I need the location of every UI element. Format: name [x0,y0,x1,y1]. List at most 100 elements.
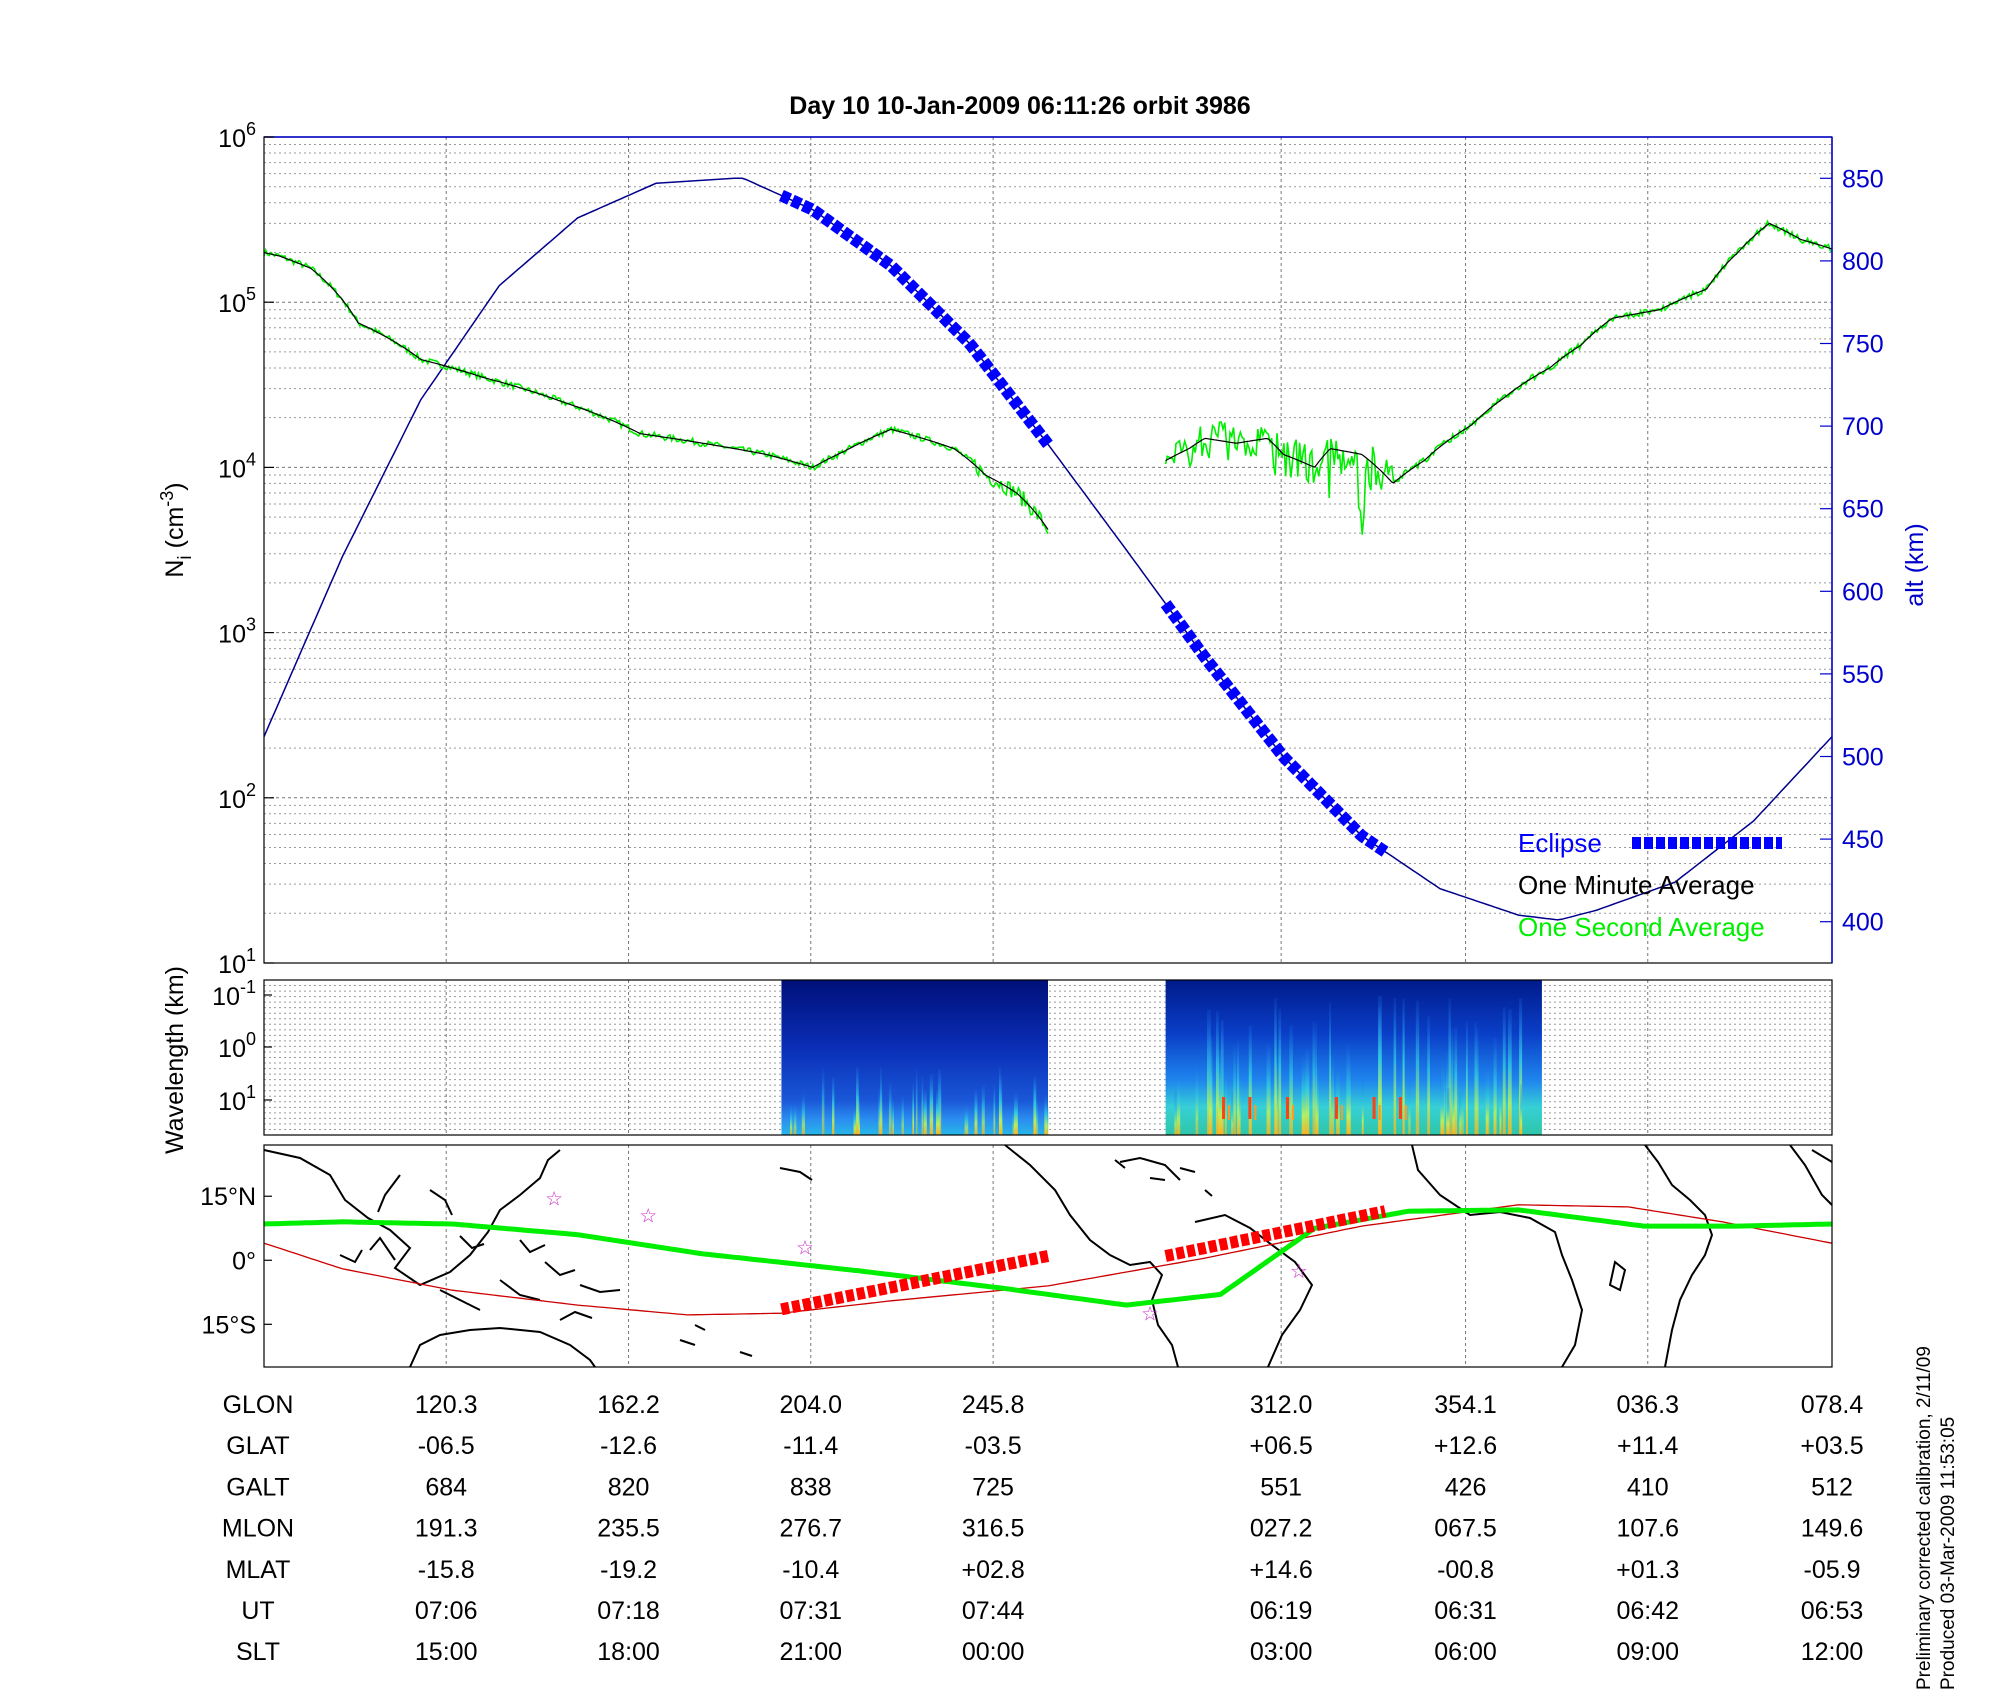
spectrogram-hot-streak [1398,1097,1402,1119]
map-coastlines [263,1144,1833,1368]
table-row-label: UT [241,1597,274,1625]
spectrogram-streak [1519,998,1523,1135]
table-cell: +14.6 [1250,1556,1313,1584]
table-row-label: MLAT [226,1556,291,1584]
table-cell: 312.0 [1250,1391,1313,1419]
spectrogram-streak [1476,1028,1479,1135]
table-cell: -06.5 [418,1432,475,1460]
table-cell: 06:42 [1616,1597,1679,1625]
coastline-americas [1004,1144,1314,1368]
table-cell: +11.4 [1617,1432,1678,1460]
table-cell: 06:00 [1434,1638,1497,1666]
spectrogram-streak [1176,1071,1181,1135]
spectrogram-hot-streak [1228,1105,1231,1120]
legend-second-label: One Second Average [1518,912,1765,942]
spectrogram-streak [1451,1027,1454,1135]
table-cell: 316.5 [962,1515,1025,1543]
star-marker: ☆ [796,1237,814,1259]
spectrogram-streak [1174,1091,1177,1135]
spectrogram-streak [1274,998,1277,1135]
eclipse-ground-track [1164,1205,1387,1262]
altitude-y-ticks: 400 450 500 550 600 650 700 750 800 850 [1820,165,1884,937]
table-cell: +12.6 [1434,1432,1497,1460]
spectrogram-streak [1289,1025,1293,1135]
coastline-islands [339,1235,621,1311]
table-row-label: SLT [236,1638,280,1666]
map-y-ticks: 15°N 0° 15°S [200,1183,272,1339]
table-row-label: MLON [222,1515,294,1543]
spectrogram-hot-streak [1254,1105,1257,1120]
table-cell: +02.8 [961,1556,1024,1584]
spectrogram-streak [901,1096,904,1135]
spectrogram-streak [853,1106,857,1135]
spectrogram-streak [1454,1027,1458,1135]
spectrogram-hot-streak [1334,1097,1338,1119]
table-cell: 684 [425,1473,467,1501]
table-cell: 107.6 [1616,1515,1679,1543]
spectrogram-streak [1035,1097,1039,1135]
altitude-y-tick-label: 550 [1842,661,1884,689]
spectrogram-streak [974,1089,978,1135]
table-cell: 838 [790,1473,832,1501]
spectrogram-streak [1499,1078,1502,1135]
eclipse-ground-track [780,1250,1050,1316]
spectrogram-streak [1330,1055,1334,1135]
spectrogram-data [781,980,1542,1135]
table-cell: +06.5 [1250,1432,1313,1460]
spectrogram-streak [912,1084,914,1135]
table-cell: 00:00 [962,1638,1025,1666]
spectrogram-streak [1458,1093,1462,1135]
spectrogram-y-ticks: 10-1 100 101 [212,977,272,1116]
density-y-tick-label: 106 [218,119,256,153]
altitude-y-tick-label: 750 [1842,331,1884,359]
spectrogram-streak [1278,1008,1282,1135]
spectrogram-axes-frame [263,979,1833,1136]
spectrogram-streak [880,1066,882,1135]
spectrogram-streak [993,1083,996,1135]
spectrogram-streak [923,1090,927,1135]
spectrogram-streak [892,1098,894,1135]
table-cell: 078.4 [1801,1391,1864,1419]
spectrogram-streak [1220,1053,1224,1135]
table-cell: 512 [1811,1473,1853,1501]
spectrogram-streak [1415,1000,1420,1135]
spectrogram-hot-streak [1292,1105,1295,1120]
spectrogram-hot-streak [1222,1097,1226,1119]
altitude-y-tick-label: 850 [1842,165,1884,193]
spectrogram-streak [801,1094,806,1135]
spectrogram-streak [1508,1009,1512,1135]
table-cell: 07:44 [962,1597,1025,1625]
spectrogram-streak [1440,1079,1444,1135]
one-minute-average-line [1165,222,1833,484]
table-cell: 06:19 [1250,1597,1313,1625]
density-y-tick-label: 101 [218,945,256,979]
spectrogram-streak [1266,1044,1271,1135]
density-series [263,177,1833,921]
altitude-y-label: alt (km) [1901,523,1929,606]
spectrogram-streak [1361,1078,1364,1135]
legend: Eclipse One Minute Average One Second Av… [1518,828,1782,942]
map-grid [445,1145,1649,1367]
table-cell: 245.8 [962,1391,1025,1419]
altitude-y-tick-label: 500 [1842,744,1884,772]
table-cell: 204.0 [779,1391,842,1419]
density-panel: 101 102 103 104 105 106 400 450 500 550 600 650 700… [157,119,1929,979]
table-cell: 235.5 [597,1515,660,1543]
spectrogram-streak [1346,1058,1351,1135]
density-y-tick-label: 102 [218,780,256,814]
spectrogram-streak [1305,1049,1310,1135]
spectrogram-streak [1446,1087,1450,1135]
spectrogram-streak [1237,1069,1241,1135]
table-cell: -11.4 [783,1432,838,1460]
altitude-y-tick-label: 800 [1842,248,1884,276]
table-cell: 551 [1260,1473,1302,1501]
spectrogram-streak [1448,998,1451,1135]
spectrogram-streak [921,1076,924,1135]
spectrogram-y-label: Wavelength (km) [161,966,189,1154]
table-cell: 07:06 [415,1597,478,1625]
spectrogram-streak [1460,1079,1464,1135]
footnote-line-1: Preliminary corrected calibration, 2/11/… [1914,1346,1935,1690]
spectrogram-streak [1312,1021,1316,1135]
table-cell: 820 [608,1473,650,1501]
spectrogram-streak [1208,1036,1213,1135]
